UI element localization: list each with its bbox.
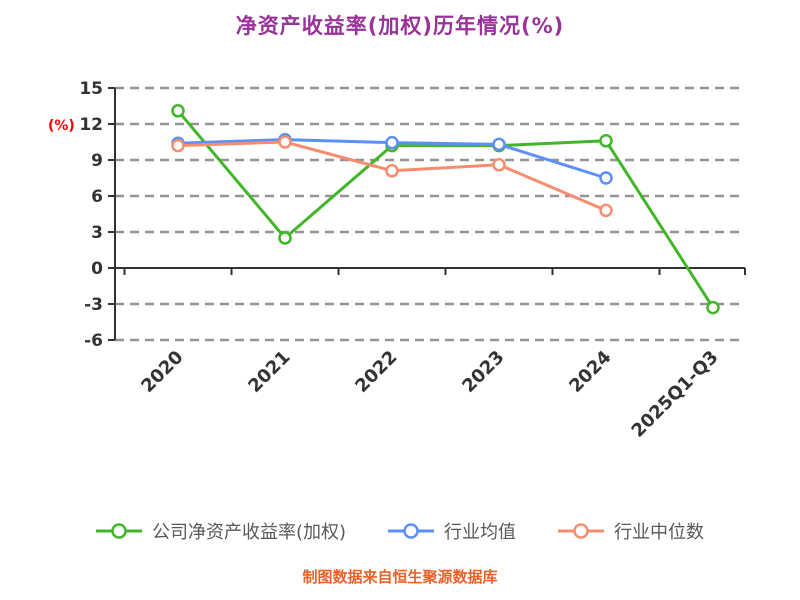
data-point-marker <box>278 135 292 149</box>
legend-label-company-roe: 公司净资产收益率(加权) <box>151 522 347 543</box>
data-point-marker <box>492 158 506 172</box>
y-tick-label: 3 <box>91 223 103 243</box>
data-point-marker <box>706 300 720 315</box>
series-line <box>176 109 715 309</box>
x-tick-label: 2022 <box>351 347 401 397</box>
y-tick-label: 6 <box>91 187 103 207</box>
legend-item-company-roe[interactable]: 公司净资产收益率(加权) <box>95 518 347 544</box>
x-tick-label: 2020 <box>137 347 187 397</box>
data-point-marker <box>599 134 613 148</box>
y-axis-label: (%) <box>48 118 75 134</box>
data-point-marker <box>385 164 399 178</box>
y-tick-label: -3 <box>84 295 103 315</box>
y-tick-label: 15 <box>79 79 103 99</box>
y-tick-label: 9 <box>91 151 103 171</box>
y-tick-label: -6 <box>84 331 103 351</box>
legend-item-industry-mean[interactable]: 行业均值 <box>388 518 516 544</box>
data-point-marker <box>599 203 613 218</box>
y-tick-label: 12 <box>79 115 103 135</box>
y-tick-label: 0 <box>91 259 103 279</box>
legend-marker-company-roe-icon <box>95 523 142 539</box>
data-point-marker <box>171 138 185 153</box>
x-tick-label: 2024 <box>565 347 615 397</box>
legend-marker-industry-median-icon <box>558 523 605 539</box>
data-point-marker <box>278 231 292 245</box>
x-tick-label: 2023 <box>458 347 508 397</box>
legend-item-industry-median[interactable]: 行业中位数 <box>558 518 704 544</box>
data-point-marker <box>385 135 399 150</box>
x-tick-label: 2021 <box>244 347 294 397</box>
plot-area: 15 12 9 6 3 0 -3 -6 2020 2021 2022 2023 2024 2025Q1-Q… <box>79 79 746 442</box>
data-point-marker <box>492 137 506 152</box>
legend-label-industry-median: 行业中位数 <box>614 522 705 543</box>
x-tick-label: 2025Q1-Q3 <box>628 347 723 442</box>
legend-label-industry-mean: 行业均值 <box>444 522 517 543</box>
legend: 公司净资产收益率(加权) 行业均值 行业中位数 <box>0 518 800 544</box>
legend-marker-industry-mean-icon <box>388 523 435 539</box>
chart-title: 净资产收益率(加权)历年情况(%) <box>235 14 565 38</box>
data-point-marker <box>171 104 185 118</box>
footer-note: 制图数据来自恒生聚源数据库 <box>302 568 498 586</box>
data-point-marker <box>599 171 613 185</box>
